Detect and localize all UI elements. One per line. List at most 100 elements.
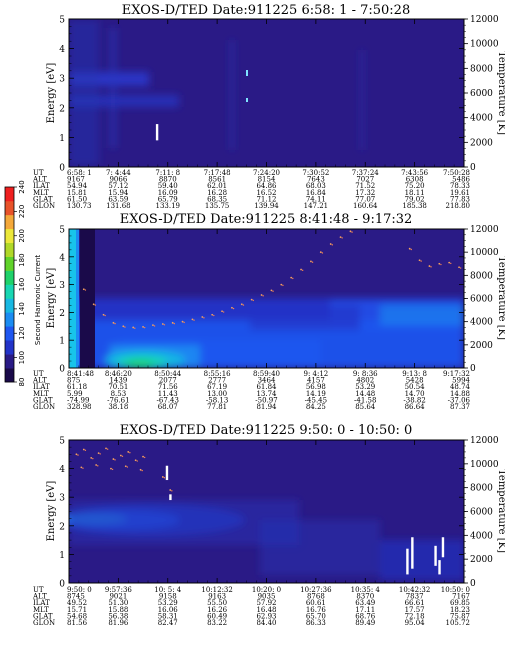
table-row-label: ILAT bbox=[33, 182, 50, 190]
table-cell: -76.61 bbox=[107, 396, 129, 404]
table-cell: 14.48 bbox=[355, 390, 375, 398]
table-cell: 7:24:20 bbox=[253, 169, 280, 177]
y-tick-label: 5 bbox=[59, 226, 65, 236]
table-cell: 5428 bbox=[406, 377, 424, 385]
temperature-point bbox=[102, 313, 105, 316]
temperature-point bbox=[221, 310, 223, 313]
table-cell: 59.40 bbox=[158, 182, 178, 190]
table-cell: 53.29 bbox=[158, 599, 178, 607]
table-cell: 7:30:52 bbox=[302, 169, 329, 177]
panel-2-cyan-edge bbox=[69, 229, 76, 368]
table-cell: 64.86 bbox=[256, 182, 277, 190]
temperature-point bbox=[349, 230, 352, 233]
temperature-point bbox=[450, 262, 452, 265]
table-cell: 3464 bbox=[258, 377, 276, 385]
table-cell: 71.52 bbox=[355, 182, 375, 190]
table-cell: -67.43 bbox=[157, 396, 179, 404]
table-cell: 14.19 bbox=[306, 390, 326, 398]
colorbar-swatch bbox=[5, 368, 14, 383]
temperature-point bbox=[448, 261, 451, 264]
y-tick-label: 2 bbox=[59, 309, 65, 319]
temperature-point bbox=[213, 314, 215, 317]
y2-tick-label: 0 bbox=[470, 364, 476, 374]
table-cell: 9:50: 0 bbox=[67, 586, 92, 594]
temperature-point bbox=[201, 316, 204, 318]
temperature-point bbox=[121, 455, 124, 457]
panel-1-cyan-blip bbox=[246, 70, 248, 76]
table-cell: 61.84 bbox=[256, 383, 277, 391]
panel-1-y-axis-label: Energy [eV] bbox=[46, 63, 57, 124]
table-cell: 54.94 bbox=[67, 182, 88, 190]
saturation-mark bbox=[438, 560, 441, 575]
table-cell: 17.57 bbox=[405, 606, 425, 614]
table-cell: 9:17:32 bbox=[443, 370, 470, 378]
table-cell: -45.45 bbox=[305, 396, 327, 404]
panel-1-background bbox=[69, 19, 464, 167]
temperature-point bbox=[112, 458, 115, 460]
temperature-point bbox=[163, 324, 166, 326]
table-cell: 8870 bbox=[159, 176, 177, 184]
table-cell: 57.92 bbox=[256, 599, 276, 607]
table-cell: 70.51 bbox=[108, 383, 128, 391]
temperature-point bbox=[152, 324, 154, 327]
table-cell: 7:50:28 bbox=[443, 169, 470, 177]
y-tick-label: 2 bbox=[59, 104, 65, 114]
table-cell: 11.43 bbox=[158, 390, 178, 398]
temperature-point bbox=[211, 313, 214, 316]
table-cell: 16.28 bbox=[207, 189, 227, 197]
table-cell: 14.70 bbox=[405, 390, 425, 398]
table-cell: 56.38 bbox=[108, 612, 128, 620]
y2-tick-label: 2000 bbox=[470, 341, 493, 351]
table-cell: 86.64 bbox=[405, 403, 426, 411]
temperature-point bbox=[339, 236, 342, 239]
table-cell: 87.37 bbox=[450, 403, 470, 411]
panel-1-axes: 0 1 2 3 4 5 0 2000 4000 6000 8000 10000 12000 bbox=[59, 15, 499, 174]
temperature-point bbox=[408, 247, 411, 250]
colorbar-swatch bbox=[5, 256, 14, 271]
table-cell: 13.74 bbox=[256, 390, 277, 398]
temperature-point bbox=[114, 459, 116, 461]
table-cell: 68.76 bbox=[355, 612, 376, 620]
temperature-point bbox=[143, 456, 146, 459]
temperature-point bbox=[139, 468, 142, 471]
table-cell: 9158 bbox=[159, 593, 177, 601]
saturation-mark bbox=[155, 124, 159, 141]
panel-3-heatmap bbox=[69, 440, 464, 583]
colorbar-tick-label: 160 bbox=[18, 278, 26, 291]
temperature-point bbox=[161, 476, 164, 478]
temperature-point bbox=[222, 311, 225, 313]
table-row-label: ALT bbox=[32, 593, 47, 601]
temperature-point bbox=[420, 260, 422, 262]
table-cell: 81.56 bbox=[67, 619, 88, 627]
y-tick-label: 3 bbox=[59, 281, 65, 291]
table-cell: -50.97 bbox=[255, 396, 277, 404]
panel-1-cyan-blip-2 bbox=[246, 98, 248, 102]
colorbar-swatch bbox=[5, 228, 14, 244]
colorbar-swatch bbox=[5, 187, 14, 202]
saturation-mark bbox=[441, 537, 445, 558]
temperature-point bbox=[84, 449, 87, 452]
panel-2-orbit-table: UT 8:41:48 8:46:20 8:50:44 8:55:16 8:59:40 9: … bbox=[32, 370, 471, 411]
temperature-point bbox=[94, 304, 96, 306]
table-cell: 86.33 bbox=[306, 619, 326, 627]
colorbar-tick-label: 120 bbox=[18, 327, 26, 340]
temperature-point bbox=[171, 490, 173, 492]
table-cell: 8154 bbox=[258, 176, 276, 184]
y2-tick-label: 6000 bbox=[470, 295, 493, 305]
table-row-label: MLT bbox=[33, 606, 49, 614]
panel-3-orbit-table: UT 9:50: 0 9:57:36 10: 5: 4 10:12:32 10:20: 0… bbox=[32, 586, 470, 627]
table-cell: 15.81 bbox=[67, 189, 87, 197]
temperature-point bbox=[129, 452, 131, 454]
table-cell: 147.21 bbox=[304, 202, 329, 210]
temperature-point bbox=[351, 231, 353, 233]
table-cell: 79.02 bbox=[405, 195, 425, 203]
temperature-point bbox=[193, 319, 195, 321]
temperature-point bbox=[169, 489, 172, 491]
temperature-point bbox=[232, 307, 235, 310]
table-row-label: MLT bbox=[33, 390, 49, 398]
temperature-point bbox=[458, 266, 460, 269]
table-cell: 8.53 bbox=[111, 390, 127, 398]
y2-tick-label: 8000 bbox=[470, 484, 493, 494]
y2-tick-label: 2000 bbox=[470, 138, 493, 148]
